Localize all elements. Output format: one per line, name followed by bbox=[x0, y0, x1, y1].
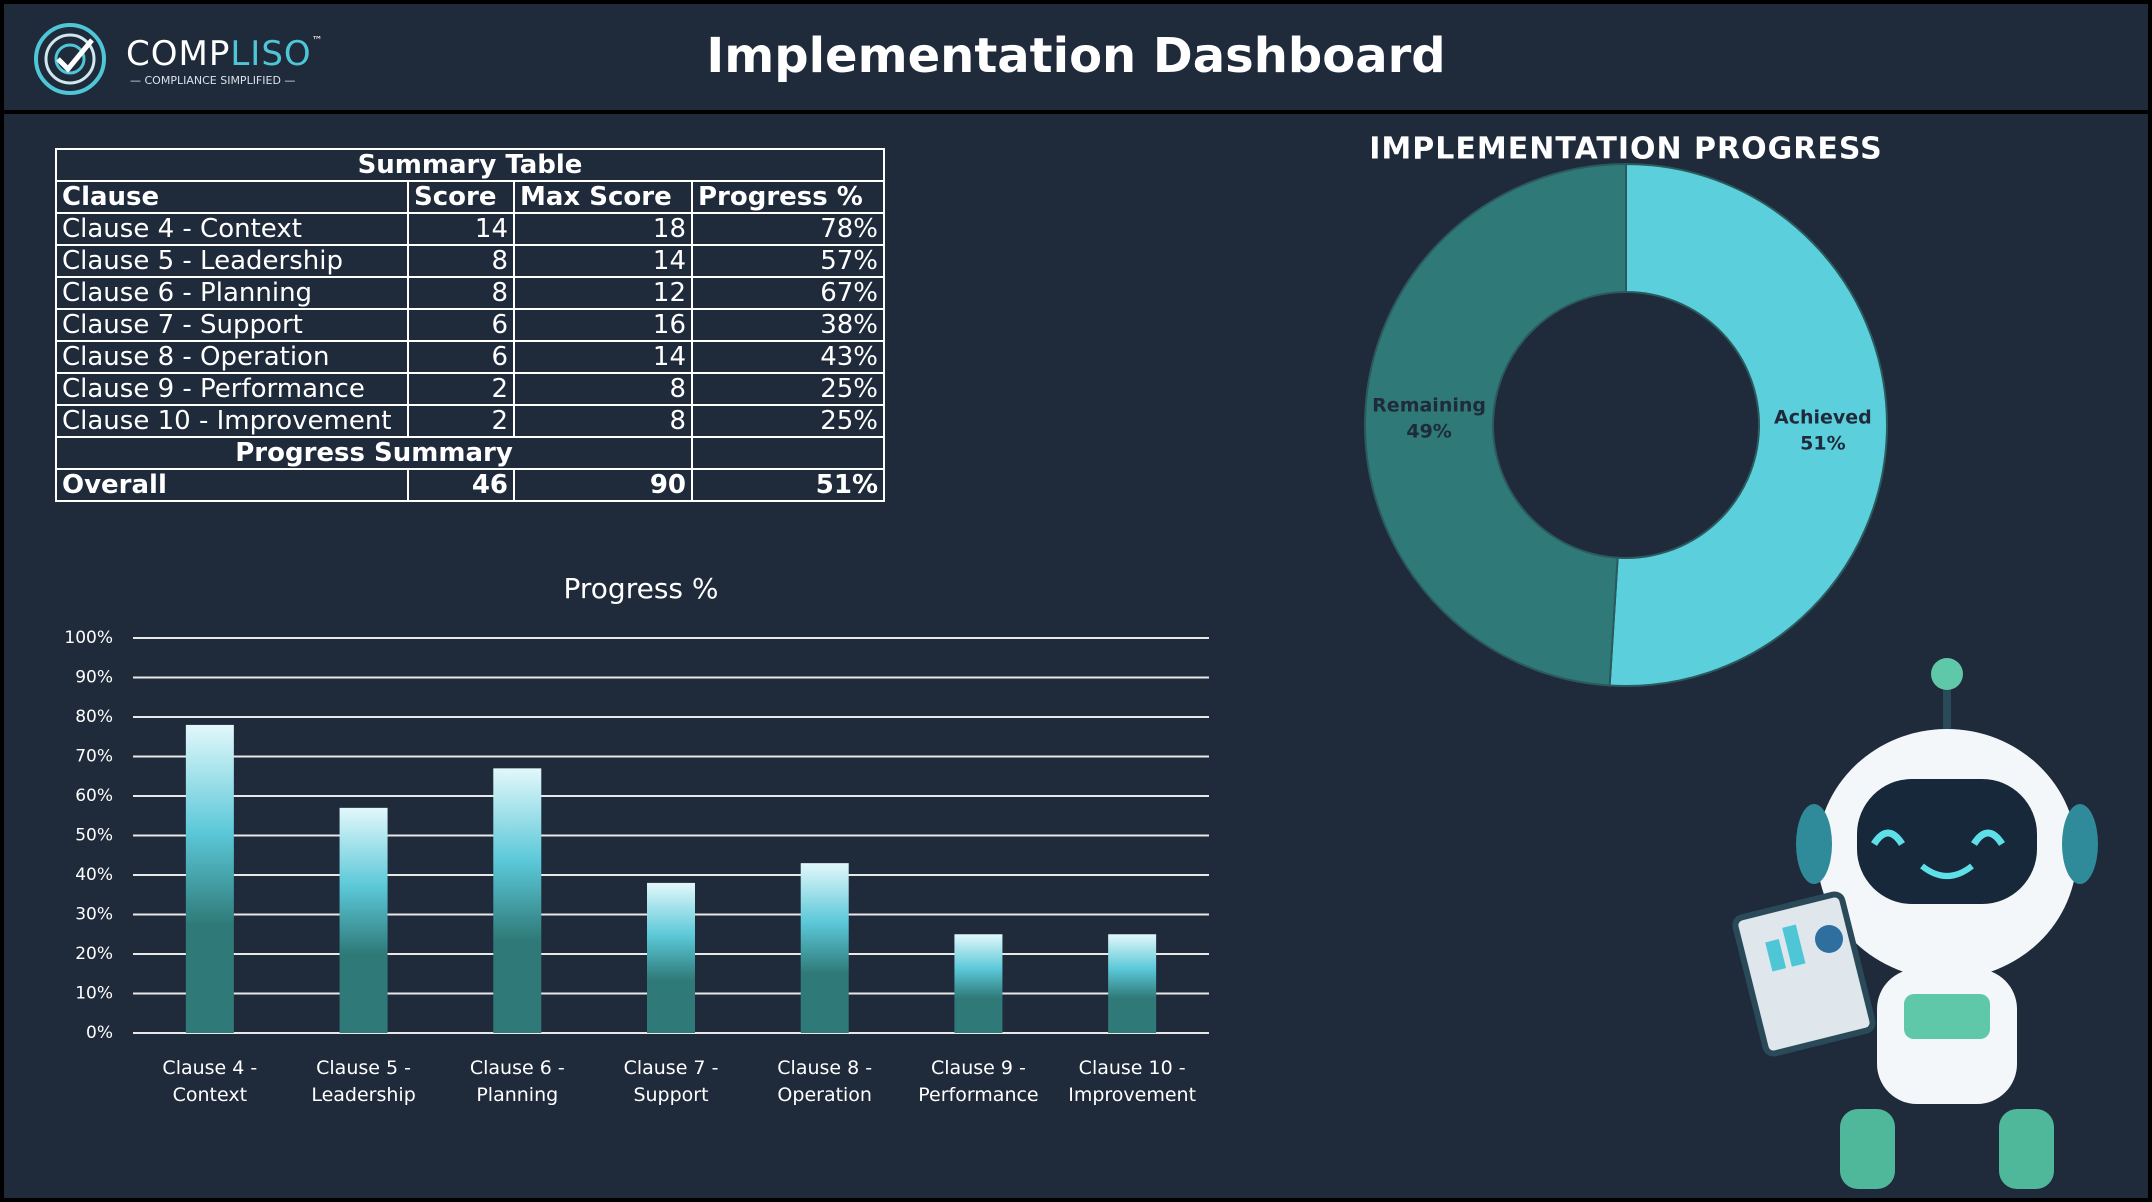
dashboard-title: Implementation Dashboard bbox=[706, 28, 1446, 84]
table-row: Clause 8 - Operation 6 14 43% bbox=[55, 340, 885, 374]
header: COMPLISO™ — COMPLIANCE SIMPLIFIED — Impl… bbox=[4, 4, 2148, 114]
x-tick-label: Clause 7 - Support bbox=[623, 1057, 719, 1106]
y-tick-label: 0% bbox=[86, 1023, 113, 1043]
bar bbox=[493, 768, 542, 1033]
y-tick-label: 70% bbox=[75, 747, 113, 767]
table-cell: 6 bbox=[407, 308, 515, 342]
x-tick-label: Clause 5 - Leadership bbox=[311, 1057, 416, 1106]
y-tick-label: 80% bbox=[75, 707, 113, 727]
table-header: Clause Score Max Score Progress % bbox=[55, 180, 885, 214]
table-cell: 25% bbox=[691, 404, 885, 438]
table-cell: Clause 10 - Improvement bbox=[55, 404, 409, 438]
table-title: Summary Table bbox=[55, 148, 885, 182]
logo-icon bbox=[34, 23, 106, 95]
table-cell: 2 bbox=[407, 404, 515, 438]
chart-title: Progress % bbox=[564, 572, 719, 605]
y-tick-label: 60% bbox=[75, 786, 113, 806]
table-cell: Clause 4 - Context bbox=[55, 212, 409, 246]
donut-slice bbox=[1608, 162, 1888, 687]
column-header: Score bbox=[407, 180, 515, 214]
table-cell: 14 bbox=[513, 244, 693, 278]
table-cell: Clause 5 - Leadership bbox=[55, 244, 409, 278]
table-cell: Clause 6 - Planning bbox=[55, 276, 409, 310]
x-tick-label: Clause 8 - Operation bbox=[777, 1057, 873, 1106]
table-cell: 8 bbox=[513, 404, 693, 438]
table-row: Clause 4 - Context 14 18 78% bbox=[55, 212, 885, 246]
table-cell: 14 bbox=[513, 340, 693, 374]
y-tick-label: 10% bbox=[75, 984, 113, 1004]
table-row: Summary Table bbox=[55, 148, 885, 182]
y-tick-label: 100% bbox=[64, 628, 113, 648]
table-cell: 18 bbox=[513, 212, 693, 246]
bar bbox=[647, 882, 695, 1033]
table-cell: 78% bbox=[691, 212, 885, 246]
slice-value-label: 49% bbox=[1406, 420, 1451, 442]
table-cell: 8 bbox=[407, 276, 515, 310]
table-row: Overall 46 90 51% bbox=[55, 468, 885, 502]
bar bbox=[954, 934, 1003, 1033]
table-cell: 8 bbox=[513, 372, 693, 406]
column-header: Progress % bbox=[691, 180, 885, 214]
bar bbox=[1108, 934, 1157, 1033]
x-tick-label: Clause 6 - Planning bbox=[469, 1057, 565, 1106]
y-tick-label: 30% bbox=[75, 905, 113, 925]
tagline: — COMPLIANCE SIMPLIFIED — bbox=[130, 74, 296, 87]
table-cell: 16 bbox=[513, 308, 693, 342]
table-cell: 57% bbox=[691, 244, 885, 278]
x-tick-label: Clause 10 - Improvement bbox=[1068, 1057, 1197, 1106]
table-cell: Overall bbox=[55, 468, 409, 502]
table-cell: 51% bbox=[691, 468, 885, 502]
table-cell: 6 bbox=[407, 340, 515, 374]
bar bbox=[800, 863, 849, 1033]
brand-part: COMP bbox=[126, 34, 231, 74]
y-tick-label: 40% bbox=[75, 865, 113, 885]
table-cell: 2 bbox=[407, 372, 515, 406]
bar bbox=[339, 807, 388, 1033]
table-cell: 8 bbox=[407, 244, 515, 278]
donut-slice bbox=[1364, 162, 1627, 687]
table-cell: 46 bbox=[407, 468, 515, 502]
x-tick-label: Clause 4 - Context bbox=[162, 1057, 258, 1106]
table-row: Clause 9 - Performance 2 8 25% bbox=[55, 372, 885, 406]
table-cell: 38% bbox=[691, 308, 885, 342]
column-header: Max Score bbox=[513, 180, 693, 214]
table-cell: 12 bbox=[513, 276, 693, 310]
table-cell: Clause 7 - Support bbox=[55, 308, 409, 342]
charts: Progress % 0% 10% 20% 30% 40% 50% 60% 70% 80% 90% 1… bbox=[64, 132, 2098, 1189]
chart-title: IMPLEMENTATION PROGRESS bbox=[1369, 132, 1882, 167]
robot bbox=[1732, 658, 2098, 1189]
summary-title: Progress Summary bbox=[55, 436, 693, 470]
brand: COMPLISO™ bbox=[126, 34, 324, 74]
table-row: Clause 7 - Support 6 16 38% bbox=[55, 308, 885, 342]
y-tick-label: 50% bbox=[75, 826, 113, 846]
table-row: Progress Summary bbox=[55, 436, 885, 470]
y-tick-label: 90% bbox=[75, 668, 113, 688]
table-cell: 67% bbox=[691, 276, 885, 310]
slice-label: Achieved bbox=[1774, 407, 1872, 429]
table-cell: 43% bbox=[691, 340, 885, 374]
table-row: Clause 6 - Planning 8 12 67% bbox=[55, 276, 885, 310]
table-cell: 14 bbox=[407, 212, 515, 246]
slice-label: Remaining bbox=[1372, 394, 1486, 416]
table-cell: 25% bbox=[691, 372, 885, 406]
brand-part: LISO bbox=[230, 34, 312, 74]
table-cell: Clause 8 - Operation bbox=[55, 340, 409, 374]
table-row: Clause 5 - Leadership 8 14 57% bbox=[55, 244, 885, 278]
y-tick-label: 20% bbox=[75, 944, 113, 964]
slice-value-label: 51% bbox=[1800, 433, 1845, 455]
bar bbox=[185, 724, 234, 1033]
table-cell: 90 bbox=[513, 468, 693, 502]
trademark: ™ bbox=[311, 34, 324, 47]
summary-table: Summary Table Clause Score Max Score Progres… bbox=[55, 148, 885, 502]
x-tick-label: Clause 9 - Performance bbox=[918, 1057, 1039, 1106]
column-header: Clause bbox=[55, 180, 409, 214]
table-cell: Clause 9 - Performance bbox=[55, 372, 409, 406]
table-cell bbox=[691, 436, 885, 470]
table-row: Clause 10 - Improvement 2 8 25% bbox=[55, 404, 885, 438]
